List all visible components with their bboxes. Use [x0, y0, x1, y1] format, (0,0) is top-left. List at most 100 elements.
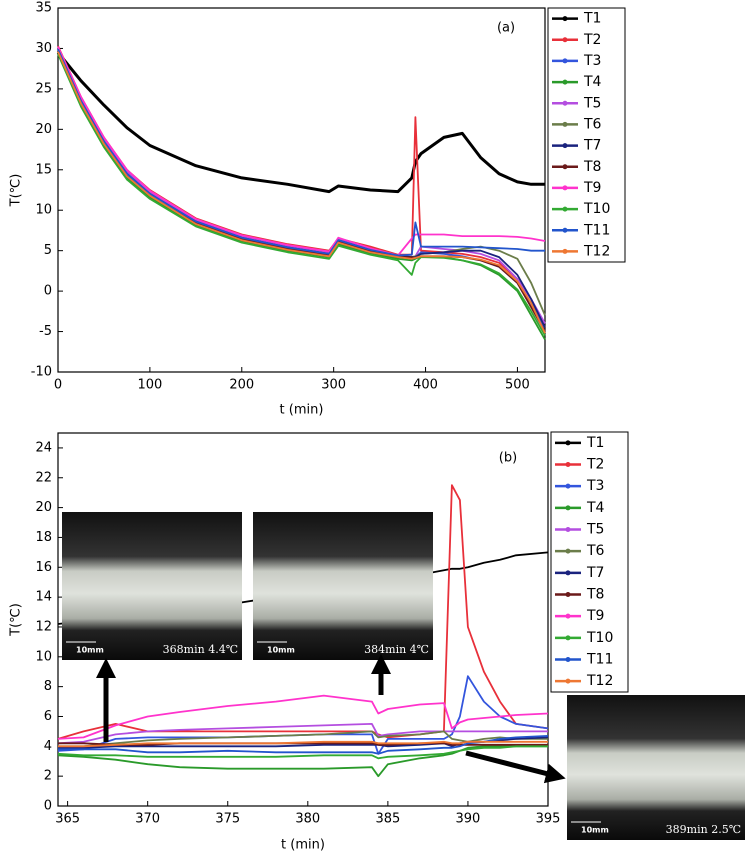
y-tick-label: 15	[35, 162, 52, 177]
x-tick-label: 0	[54, 378, 62, 393]
legend-marker	[562, 185, 568, 191]
panel-annotation: (b)	[499, 451, 517, 466]
legend-marker	[562, 37, 568, 43]
legend-label: T11	[583, 222, 610, 238]
legend-marker	[562, 16, 568, 22]
legend-box	[547, 7, 626, 263]
legend-label: T3	[583, 53, 601, 69]
series-line	[57, 50, 546, 333]
series-line	[57, 46, 546, 257]
legend-label: T2	[586, 457, 604, 473]
scale-label: 10mm	[267, 646, 295, 655]
inset-photo: 10mm 368min 4.4℃	[62, 512, 242, 660]
y-tick-label: 0	[44, 284, 52, 299]
series-line	[57, 51, 546, 334]
legend-marker	[565, 505, 571, 511]
series-line	[57, 694, 549, 740]
legend-marker	[562, 248, 568, 254]
legend-marker	[565, 635, 571, 641]
legend-marker	[565, 462, 571, 467]
legend-label: T10	[583, 201, 610, 217]
x-axis-label: t (min)	[281, 838, 325, 853]
y-tick-label: 10	[35, 649, 52, 664]
legend-label: T5	[583, 95, 601, 111]
legend-label: T12	[586, 673, 613, 689]
legend-marker	[562, 58, 568, 64]
y-tick-label: 5	[44, 243, 52, 258]
legend-marker	[565, 483, 571, 489]
y-tick-label: 14	[35, 590, 52, 605]
scale-label: 10mm	[581, 826, 609, 835]
legend-marker	[562, 206, 568, 212]
y-axis-label: T(℃)	[9, 174, 24, 208]
y-tick-label: 22	[35, 470, 52, 485]
x-tick-label: 395	[536, 812, 561, 827]
legend-label: T5	[586, 522, 604, 538]
legend-label: T8	[586, 587, 604, 603]
legend-marker	[565, 613, 571, 619]
photo	[62, 512, 242, 660]
legend-label: T11	[586, 652, 613, 668]
x-axis-label: t (min)	[280, 403, 324, 418]
y-tick-label: 4	[44, 739, 52, 754]
y-tick-label: 35	[35, 1, 52, 16]
legend-marker	[565, 657, 571, 662]
panel-annotation: (a)	[497, 21, 515, 36]
plot-frame	[57, 7, 546, 373]
photo-caption: 389min 2.5℃	[666, 823, 741, 836]
y-tick-label: 10	[35, 203, 52, 218]
x-tick-label: 400	[413, 378, 438, 393]
y-tick-label: 20	[35, 122, 52, 137]
series-line	[57, 48, 546, 332]
x-tick-label: 100	[137, 378, 162, 393]
legend-marker	[565, 570, 571, 576]
x-tick-label: 370	[135, 812, 160, 827]
series-line	[57, 745, 548, 760]
x-tick-label: 385	[375, 812, 400, 827]
legend-label: T4	[586, 500, 605, 516]
x-tick-label: 380	[295, 812, 320, 827]
y-tick-label: 12	[35, 619, 52, 634]
legend-label: T12	[583, 243, 610, 259]
legend-marker	[565, 527, 571, 532]
legend-label: T6	[586, 543, 605, 559]
x-tick-label: 300	[321, 378, 346, 393]
legend-label: T3	[586, 478, 604, 494]
legend-marker	[562, 143, 568, 149]
legend-label: T1	[583, 11, 601, 27]
y-tick-label: -5	[39, 324, 52, 339]
y-tick-label: 0	[44, 799, 52, 814]
plot-frame	[57, 432, 549, 807]
legend: T1 T2 T3 T4 T5 T6 T7 T8 T9 T10 T11 T12	[552, 11, 610, 259]
legend-label: T8	[583, 159, 601, 175]
y-tick-label: 24	[35, 440, 52, 455]
legend-marker	[562, 227, 568, 233]
legend-marker	[565, 548, 571, 554]
legend-label: T9	[583, 180, 601, 196]
y-tick-label: 30	[35, 41, 52, 56]
series-line	[57, 48, 545, 257]
photo	[567, 695, 745, 840]
legend-marker	[565, 440, 571, 446]
y-tick-label: 8	[44, 679, 52, 694]
legend-marker	[562, 121, 568, 127]
legend-marker	[562, 164, 568, 170]
series-line	[57, 52, 546, 341]
inset-photo: 10mm 384min 4℃	[253, 512, 433, 660]
legend-label: T1	[586, 435, 604, 451]
x-tick-label: 200	[229, 378, 254, 393]
y-tick-label: 6	[44, 709, 52, 724]
photo	[253, 512, 433, 660]
series-line	[57, 745, 548, 778]
legend-label: T9	[586, 608, 604, 624]
y-axis-label: T(℃)	[9, 603, 24, 637]
y-tick-label: 20	[35, 500, 52, 515]
y-tick-label: -10	[31, 365, 52, 380]
legend-marker	[562, 79, 568, 85]
scale-label: 10mm	[76, 646, 104, 655]
legend-marker	[565, 592, 571, 597]
series-line	[58, 730, 548, 748]
y-tick-label: 16	[35, 560, 52, 575]
series-line	[58, 742, 548, 746]
